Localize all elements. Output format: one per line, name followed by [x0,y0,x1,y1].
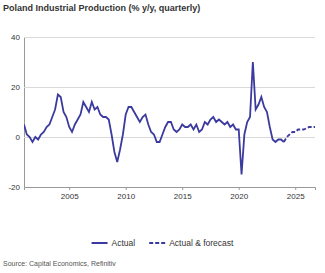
x-axis: 2005 2010 2015 2020 2025 [25,187,316,201]
legend-label: Actual & forecast [169,238,234,248]
y-tick-label: 20 [11,83,20,92]
y-tick: -20 [8,183,315,192]
x-tick-label: 2005 [61,192,79,201]
y-tick: 20 [11,83,315,92]
legend: Actual Actual & forecast [92,238,235,248]
legend-swatch [92,242,108,244]
y-axis-line [25,38,316,188]
legend-label: Actual [112,238,136,248]
x-tick: 2015 [174,187,192,201]
y-tick-label: -20 [8,183,20,192]
y-tick-label: 40 [11,33,20,42]
plot-area [24,62,315,175]
x-tick: 2020 [230,187,248,201]
x-tick: 2005 [61,187,79,201]
x-tick-mark [69,187,70,190]
x-tick-mark [239,187,240,190]
grid-line [24,87,315,88]
y-tick: 40 [11,33,315,42]
chart: Poland Industrial Production (% y/y, qua… [0,0,325,273]
x-tick-label: 2015 [174,192,192,201]
x-tick-mark [295,187,296,190]
x-tick-label: 2025 [287,192,305,201]
source: Source: Capital Economics, Refinitiv [3,260,116,268]
legend-item: Actual [92,238,136,248]
title: Poland Industrial Production (% y/y, qua… [3,3,200,13]
y-tick-label: 0 [16,133,21,142]
y-axis: -20 0 20 40 [8,33,315,192]
x-tick: 2025 [287,187,305,201]
x-tick: 2010 [117,187,135,201]
line-series [284,127,315,142]
line-series [24,62,284,175]
grid-line [24,37,315,38]
y-tick: 0 [16,133,315,142]
legend-swatch [149,242,165,244]
x-tick-label: 2020 [230,192,248,201]
x-axis-line [25,188,316,191]
x-tick-mark [182,187,183,190]
legend-item: Actual & forecast [149,238,234,248]
x-tick-mark [126,187,127,190]
x-tick-label: 2010 [117,192,135,201]
